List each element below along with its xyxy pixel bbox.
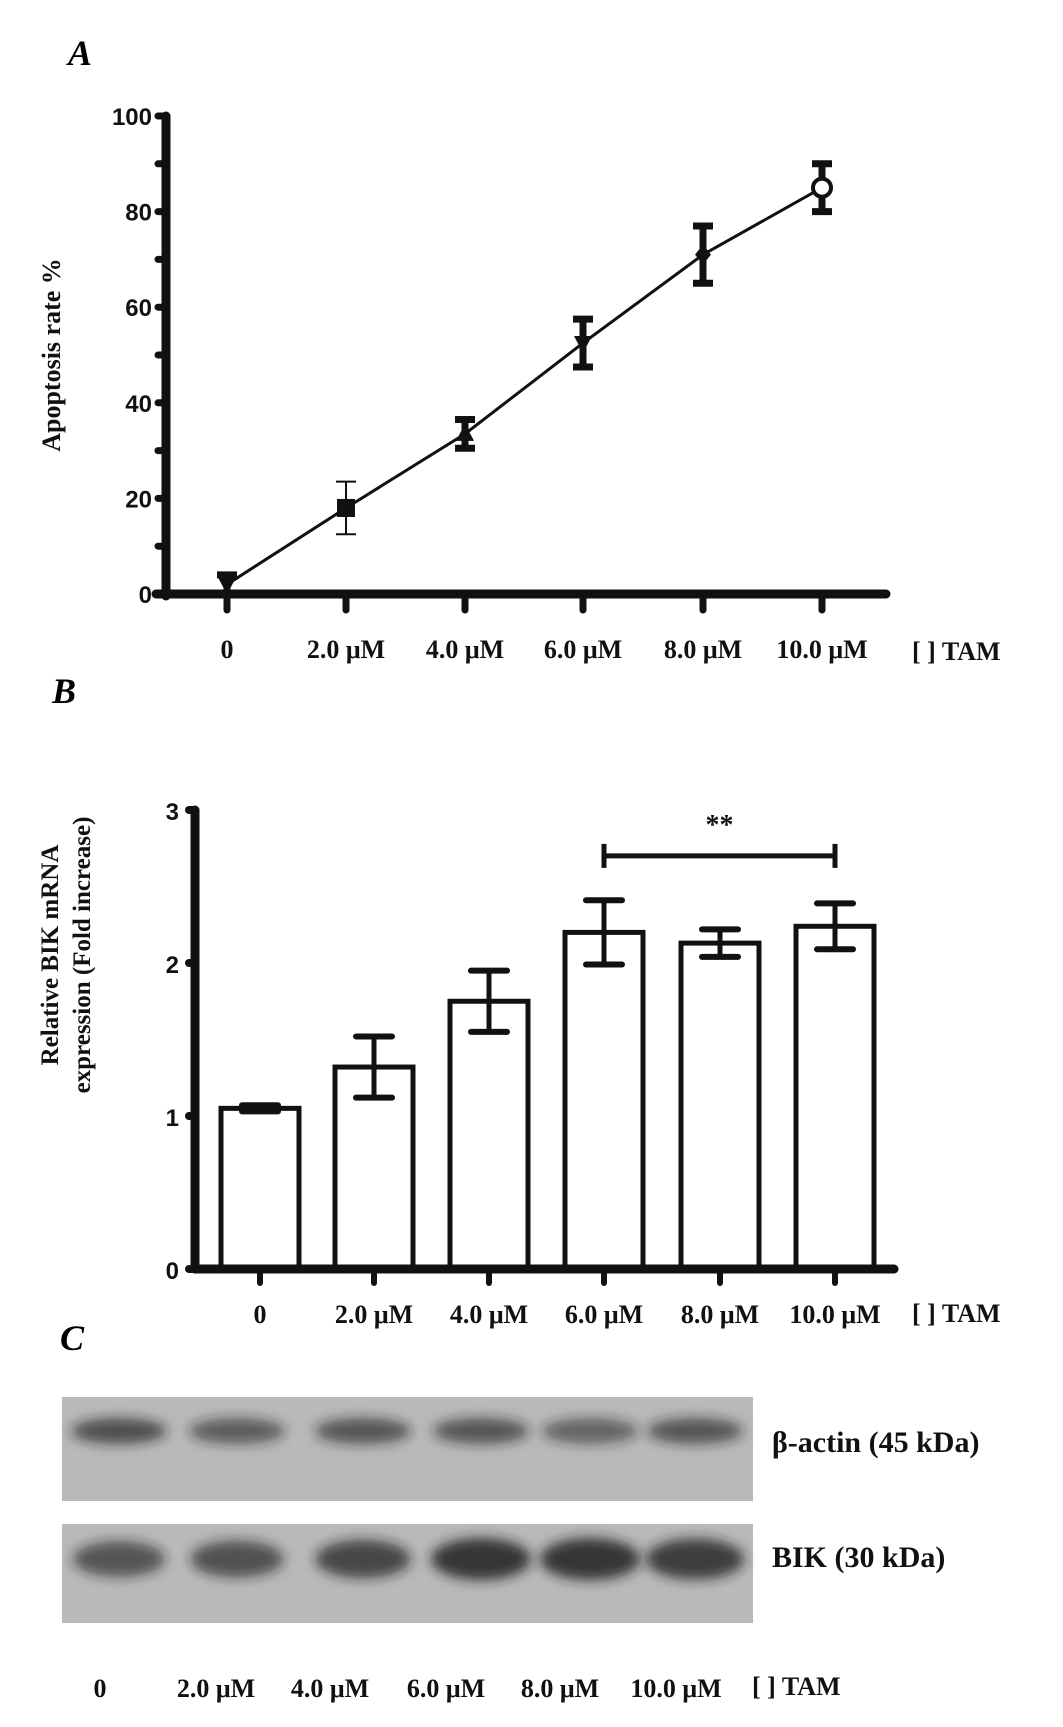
x-tick-label: 8.0 μM [681, 1300, 759, 1329]
x-tick-label: 4.0 μM [426, 635, 504, 664]
lane-label: 10.0 μM [630, 1674, 721, 1703]
panel-label-c: C [60, 1318, 85, 1358]
blot-band [542, 1418, 638, 1444]
series-line [226, 186, 823, 586]
blot-strip [62, 1524, 753, 1623]
y-axis-label-line1: Relative BIK mRNA [37, 845, 64, 1066]
bar [562, 929, 646, 1272]
x-tick-label: 10.0 μM [789, 1300, 880, 1329]
x-tick-label: 10.0 μM [776, 635, 867, 664]
y-tick-label: 0 [166, 1258, 179, 1285]
x-axis-suffix-label: [ ] TAM [752, 1672, 841, 1701]
y-tick-label: 20 [125, 486, 152, 513]
y-tick-label: 40 [125, 391, 152, 418]
data-point [574, 336, 592, 354]
lane-label: 2.0 μM [177, 1674, 255, 1703]
bar [793, 923, 877, 1272]
bar [447, 998, 531, 1272]
x-tick-label: 0 [221, 635, 234, 664]
bar [678, 940, 762, 1272]
blot-band [315, 1539, 411, 1579]
x-axis-suffix-label: [ ] TAM [912, 637, 1001, 666]
panel-label-a: A [66, 33, 92, 73]
data-point [811, 176, 833, 199]
x-tick-label: 0 [254, 1300, 267, 1329]
x-tick-label: 6.0 μM [544, 635, 622, 664]
y-tick-label: 100 [112, 104, 152, 131]
significance-label: ** [706, 810, 734, 841]
blot-band [71, 1418, 167, 1444]
panel-label-b: B [51, 671, 76, 711]
blot-band [315, 1418, 411, 1444]
blot-row-label: BIK (30 kDa) [772, 1541, 945, 1574]
data-point [695, 244, 711, 265]
blot-band [540, 1538, 640, 1580]
x-axis-suffix-label: [ ] TAM [912, 1299, 1001, 1328]
chart-a: 0 20 40 60 80 100 0 2.0 μM 4.0 μM 6.0 μM 8.0 μM 10.… [37, 104, 1001, 666]
data-point [218, 577, 236, 595]
data-point [337, 498, 355, 517]
y-tick-label: 1 [166, 1105, 179, 1132]
y-tick-label: 60 [125, 295, 152, 322]
lane-label: 6.0 μM [407, 1674, 485, 1703]
bar [218, 1105, 302, 1272]
chart-c: β-actin (45 kDa) BIK (30 kDa) 0 2.0 μM 4.0 μ… [62, 1397, 979, 1703]
blot-band [433, 1418, 529, 1444]
y-axis-label-line2: expression (Fold increase) [69, 817, 96, 1094]
x-tick-label: 4.0 μM [450, 1300, 528, 1329]
x-tick-label: 6.0 μM [565, 1300, 643, 1329]
blot-band [72, 1541, 166, 1577]
lane-label: 8.0 μM [521, 1674, 599, 1703]
lane-label: 0 [94, 1674, 107, 1703]
blot-row-label: β-actin (45 kDa) [772, 1426, 979, 1459]
chart-b: 0 2.0 μM 4.0 μM 6.0 μM 8.0 μM 10.0 μM 0 1 2 3 [ ] … [37, 799, 1001, 1329]
x-tick-label: 2.0 μM [307, 635, 385, 664]
x-tick-label: 8.0 μM [664, 635, 742, 664]
y-tick-label: 3 [166, 799, 179, 826]
y-axis-label: Apoptosis rate % [37, 258, 66, 452]
y-tick-label: 80 [125, 200, 152, 227]
x-tick-label: 2.0 μM [335, 1300, 413, 1329]
data-point [456, 423, 474, 441]
blot-strip [62, 1397, 753, 1501]
blot-band [189, 1418, 285, 1444]
lane-label: 4.0 μM [291, 1674, 369, 1703]
y-tick-label: 2 [166, 952, 179, 979]
blot-band [645, 1538, 745, 1580]
blot-band [647, 1418, 743, 1444]
y-tick-label: 0 [139, 582, 152, 609]
blot-band [190, 1540, 284, 1578]
blot-band [431, 1538, 531, 1580]
